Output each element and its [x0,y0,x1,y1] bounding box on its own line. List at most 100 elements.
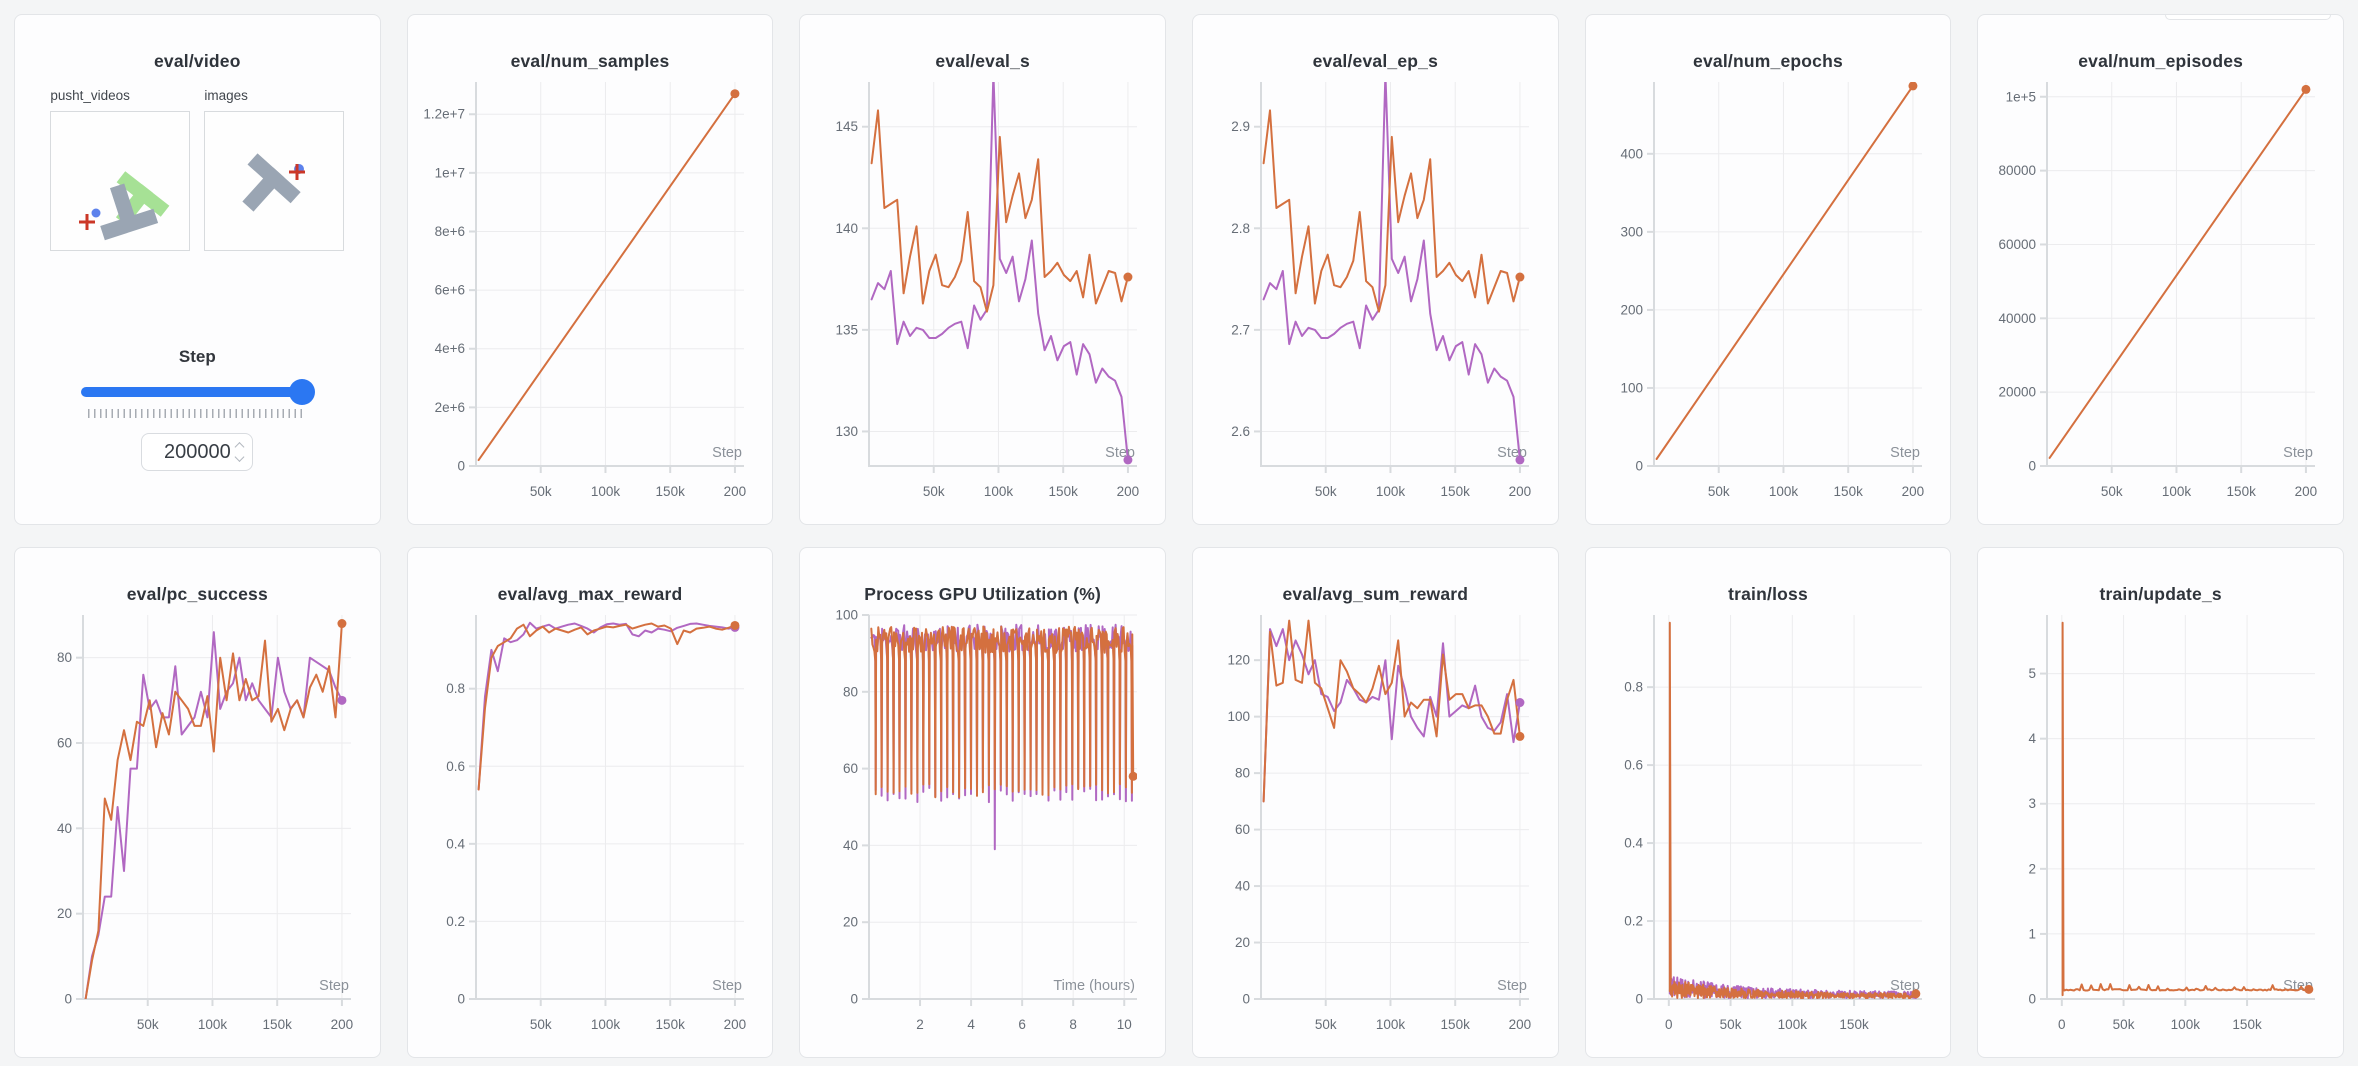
slider-thumb[interactable] [289,379,316,405]
series-end-dot [1515,731,1525,741]
svg-text:40: 40 [843,838,858,853]
svg-text:0: 0 [2058,1017,2066,1032]
svg-text:0: 0 [850,992,858,1007]
chart-canvas[interactable]: 0 2e+6 4e+6 6e+6 8e+6 1e+7 1.2e+7 50k 100k 150k 20… [420,74,760,514]
decrement-icon[interactable] [234,452,245,462]
chart-canvas[interactable]: 0 20 40 60 80 50k 100k 150k 200 Step [27,607,367,1047]
series-end-dot [1911,989,1921,999]
series-layer [1262,619,1525,803]
thumb-caption: images [204,88,248,103]
series-orange [84,622,344,999]
axes [2039,615,2315,1006]
increment-icon[interactable] [234,442,245,452]
x-axis-label: Step [1497,978,1527,994]
panel-title: eval/avg_max_reward [497,584,683,604]
svg-text:0.6: 0.6 [1624,758,1643,773]
panel-eval-video: eval/video pusht_videos [14,14,381,525]
pusht-video-thumbnail[interactable] [50,111,191,251]
svg-text:6e+6: 6e+6 [435,283,465,298]
gridlines [2046,615,2315,1000]
svg-text:200: 200 [1620,302,1643,317]
svg-text:100k: 100k [1376,484,1406,499]
svg-text:130: 130 [835,424,858,439]
svg-text:100k: 100k [591,484,621,499]
svg-text:200: 200 [1509,484,1532,499]
step-slider[interactable] [81,379,316,405]
chart-canvas[interactable]: 0 0.2 0.4 0.6 0.8 50k 100k 150k 200 Step [420,607,760,1047]
slider-tick-marks [88,409,307,418]
svg-text:20: 20 [57,906,72,921]
tick-labels: 0 20 40 60 80 100 2 4 6 8 10 [835,608,1131,1033]
svg-text:0.2: 0.2 [446,914,465,929]
panel-title: eval/eval_ep_s [1312,51,1439,71]
svg-text:60: 60 [57,736,72,751]
images-thumbnail[interactable] [204,111,345,251]
panel-train-loss: train/loss 0 0.2 0.4 0.6 0.8 0 50k 100k 150k Step [1584,547,1952,1058]
svg-text:50k: 50k [530,1017,552,1032]
svg-text:150k: 150k [656,1017,686,1032]
gridlines [868,82,1137,466]
panel-title: eval/eval_s [935,51,1030,71]
series-purple [84,631,344,999]
agent-dot [91,208,101,218]
series-purple [1262,82,1522,461]
series-orange [869,625,1134,799]
svg-text:50k: 50k [1315,484,1337,499]
svg-text:10: 10 [1116,1017,1131,1032]
series-purple [477,621,736,791]
svg-text:8: 8 [1069,1017,1077,1032]
svg-text:0: 0 [1635,992,1643,1007]
slider-track[interactable] [81,387,314,397]
chart-canvas[interactable]: 0 20 40 60 80 100 120 50k 100k 150k 200 Step [1205,607,1545,1047]
panel-eval-pc-success: eval/pc_success 0 20 40 60 80 50k 100k 150k 200 S… [14,547,381,1058]
panel-eval-num-samples: eval/num_samples 0 2e+6 4e+6 6e+6 8e+6 1e+7 1.… [406,14,774,525]
step-value-input[interactable]: 200000 [141,433,254,471]
series-layer [1655,82,1918,460]
pusht-scene-image [242,153,306,212]
panel-eval-avg-sum-reward: eval/avg_sum_reward 0 20 40 60 80 100 120 50k 10… [1191,547,1559,1058]
series-purple [870,82,1129,461]
svg-text:150k: 150k [2226,484,2256,499]
chart-canvas[interactable]: 0 20000 40000 60000 80000 1e+5 50k 100k 150k 200 S… [1991,74,2331,514]
thumb-caption: pusht_videos [50,88,130,103]
series-end-dot [1515,698,1525,708]
svg-text:60000: 60000 [1998,237,2036,252]
svg-text:145: 145 [835,119,858,134]
svg-text:200: 200 [724,1017,747,1032]
svg-text:0.8: 0.8 [446,681,465,696]
svg-text:100: 100 [1228,709,1251,724]
stepper-buttons[interactable] [234,442,245,462]
step-value: 200000 [163,440,231,463]
svg-text:2.8: 2.8 [1232,221,1251,236]
axes [861,82,1137,473]
chart-canvas[interactable]: 0 100 200 300 400 50k 100k 150k 200 Step [1598,74,1938,514]
svg-text:40: 40 [57,821,72,836]
svg-text:50k: 50k [1708,484,1730,499]
panel-eval-avg-max-reward: eval/avg_max_reward 0 0.2 0.4 0.6 0.8 50k 100k… [406,547,774,1058]
x-axis-label: Time (hours) [1053,978,1135,994]
svg-text:0: 0 [1665,1017,1673,1032]
svg-text:400: 400 [1620,146,1643,161]
panel-eval-num-episodes: eval/num_episodes 0 20000 40000 60000 80000 1… [1977,14,2344,525]
svg-text:2: 2 [2028,861,2036,876]
x-axis-label: Step [1890,978,1920,994]
axes [468,82,744,473]
series-end-dot [1515,455,1525,465]
svg-text:50k: 50k [2101,484,2123,499]
target-cross-icon [79,214,96,230]
series-layer [1262,82,1525,465]
chart-canvas[interactable]: 0 0.2 0.4 0.6 0.8 0 50k 100k 150k Step [1598,607,1938,1047]
svg-text:0: 0 [457,992,465,1007]
svg-text:80: 80 [1235,766,1250,781]
svg-text:100k: 100k [2161,484,2191,499]
series-layer [2048,84,2311,459]
svg-text:100k: 100k [591,1017,621,1032]
svg-text:200: 200 [724,484,747,499]
tick-labels: 0 20000 40000 60000 80000 1e+5 50k 100k 150k 200 [1998,89,2317,499]
svg-text:200: 200 [2294,484,2317,499]
chart-canvas[interactable]: 0 20 40 60 80 100 2 4 6 8 10 Time (hours) [813,607,1153,1047]
axes [1254,615,1530,1006]
